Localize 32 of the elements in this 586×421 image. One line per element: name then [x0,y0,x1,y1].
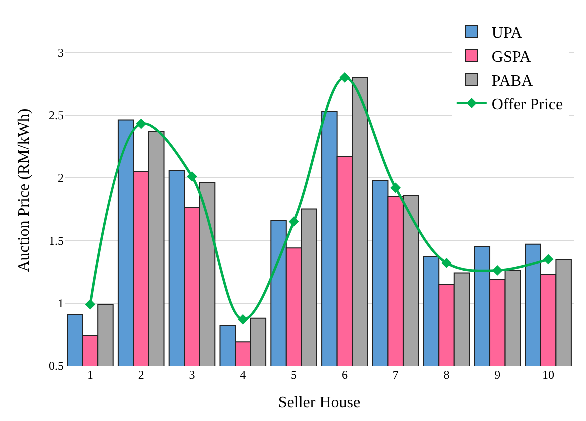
point [238,314,248,325]
x-tick-label: 5 [291,368,298,382]
x-tick-label: 10 [542,368,555,382]
point [340,72,350,83]
x-tick-label: 1 [87,368,94,382]
x-tick-label: 8 [444,368,450,382]
y-tick-label: 1 [58,296,64,311]
point [136,118,147,130]
x-tick-label: 4 [240,368,246,382]
point [390,182,402,194]
point [543,254,554,265]
y-tick-label: 1.5 [49,234,64,248]
point [288,216,300,228]
y-axis-title: Auction Price (RM/kWh) [16,108,33,272]
legend-label: GSPA [492,48,532,66]
x-tick-label: 3 [189,368,196,382]
y-tick-label: 2.5 [49,108,64,122]
legend-label: Offer Price [492,96,564,114]
legend-label: PABA [492,72,534,90]
y-tick-label: 2 [58,171,64,186]
point [442,258,452,268]
x-tick-label: 2 [138,368,144,382]
legend-label: UPA [492,25,523,42]
x-tick-label: 7 [392,368,399,382]
x-tick-label: 9 [494,368,501,382]
point [187,172,198,182]
point [85,299,96,310]
y-tick-label: 0.5 [49,359,64,374]
y-tick-label: 3 [58,46,64,60]
x-tick-label: 6 [342,368,348,382]
point [492,266,503,276]
x-axis-title: Seller House [278,394,361,412]
